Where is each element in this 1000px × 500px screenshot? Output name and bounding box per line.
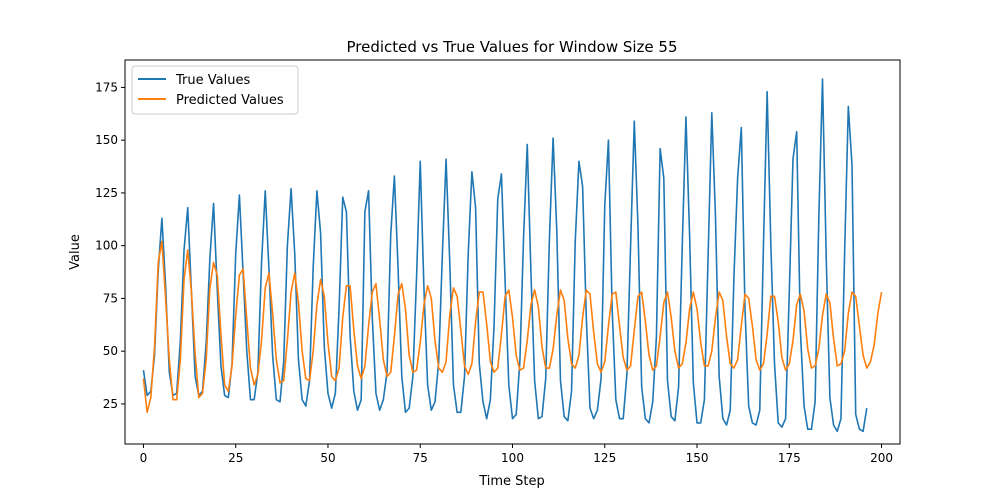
x-tick-label: 75 (413, 451, 428, 465)
y-tick-label: 100 (95, 239, 118, 253)
x-axis: 0 25 50 75 100 125 150 175 200 (140, 444, 893, 465)
x-tick-label: 200 (870, 451, 893, 465)
plot-area (142, 78, 883, 433)
x-tick-label: 150 (686, 451, 709, 465)
series-line-predicted-values (142, 240, 883, 414)
y-tick-label: 125 (95, 186, 118, 200)
y-tick-label: 25 (103, 397, 118, 411)
series-line-true-values (142, 78, 868, 433)
x-axis-label: Time Step (478, 474, 545, 489)
chart-title: Predicted vs True Values for Window Size… (347, 38, 678, 56)
x-tick-label: 175 (778, 451, 801, 465)
y-tick-label: 175 (95, 80, 118, 94)
y-axis-label: Value (68, 234, 83, 270)
x-tick-label: 0 (140, 451, 148, 465)
y-tick-label: 50 (103, 344, 118, 358)
y-axis: 25 50 75 100 125 150 175 (95, 80, 125, 411)
y-tick-label: 75 (103, 291, 118, 305)
x-tick-label: 100 (501, 451, 524, 465)
legend: True Values Predicted Values (131, 65, 299, 115)
legend-label-true-values: True Values (175, 73, 250, 88)
y-tick-label: 150 (95, 133, 118, 147)
plot-frame (124, 59, 901, 445)
legend-label-predicted-values: Predicted Values (176, 93, 284, 108)
legend-box (131, 65, 299, 115)
x-tick-label: 25 (228, 451, 243, 465)
x-tick-label: 50 (320, 451, 335, 465)
x-tick-label: 125 (593, 451, 616, 465)
